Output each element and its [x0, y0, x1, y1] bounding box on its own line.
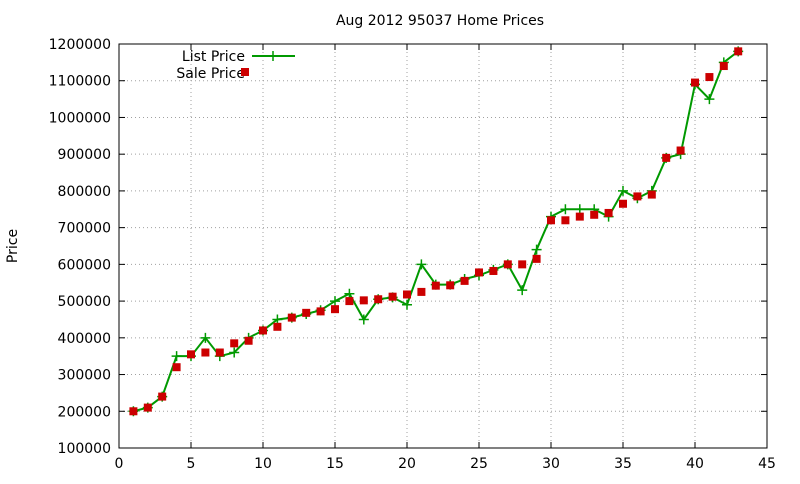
y-tick-label: 900000 [58, 147, 111, 163]
x-tick-label: 35 [614, 456, 632, 472]
sale-price-point [388, 292, 397, 301]
plot-frame [118, 43, 768, 449]
sale-price-point [158, 392, 167, 401]
sale-price-point [230, 339, 239, 348]
x-tick-label: 40 [686, 456, 704, 472]
sale-price-point [489, 266, 498, 275]
list-price-point [171, 351, 182, 362]
y-tick-label: 100000 [58, 441, 111, 457]
list-price-point [200, 332, 211, 343]
list-price-point [402, 299, 412, 310]
x-tick-label: 5 [187, 456, 196, 472]
x-tick-label: 15 [326, 456, 344, 472]
sale-price-point [259, 326, 267, 335]
sale-price-point [647, 190, 656, 199]
list-price-point [330, 296, 340, 307]
x-tick-label: 20 [398, 456, 416, 472]
list-price-point [560, 204, 571, 215]
sale-price-point [662, 153, 671, 162]
y-tick-label: 1200000 [49, 37, 111, 53]
legend-marker-sale-price [241, 68, 249, 76]
y-axis-label: Price [5, 229, 21, 263]
x-tick-label: 45 [758, 456, 776, 472]
sale-price-point [273, 322, 282, 331]
sale-price-point [676, 146, 685, 155]
sale-price-point [619, 199, 627, 208]
y-tick-label: 400000 [58, 331, 111, 347]
sale-price-point [316, 307, 325, 316]
list-price-point [704, 94, 715, 105]
y-tick-label: 300000 [58, 368, 111, 384]
sale-price-point [460, 276, 469, 285]
sale-price-point [734, 47, 743, 56]
sale-price-point [244, 336, 253, 345]
sale-price-point [403, 290, 411, 299]
sale-price-point [518, 260, 527, 269]
list-price-point [272, 314, 283, 325]
sale-price-point [302, 308, 311, 317]
chart-title: Aug 2012 95037 Home Prices [336, 13, 544, 29]
sale-price-point [201, 348, 210, 357]
sale-price-point [345, 297, 354, 306]
sale-price-point [604, 208, 613, 217]
grid [119, 44, 767, 448]
sale-price-point [129, 407, 138, 416]
y-tick-labels: 100000 200000 300000 400000 500000 600000 7000… [49, 37, 111, 457]
sale-price-point [475, 268, 483, 277]
x-tick-label: 30 [542, 456, 560, 472]
y-tick-label: 500000 [58, 294, 111, 310]
y-tick-label: 600000 [58, 257, 111, 273]
x-tick-labels: 0 5 10 15 20 25 30 35 40 45 [115, 456, 776, 472]
sale-price-point [417, 287, 426, 296]
sale-price-point [633, 192, 642, 201]
sale-price-point [331, 305, 339, 314]
y-tick-label: 1000000 [49, 110, 111, 126]
list-price-point [229, 347, 240, 358]
y-tick-label: 1100000 [49, 74, 111, 90]
list-price-point [416, 259, 427, 270]
legend: List Price Sale Price [176, 49, 295, 82]
sale-price-point [561, 216, 570, 225]
legend-label-list-price: List Price [182, 49, 245, 65]
y-tick-label: 200000 [58, 404, 111, 420]
sale-price-point [446, 281, 455, 290]
sale-price-point [431, 281, 440, 290]
sale-price-point [532, 254, 541, 263]
x-tick-label: 0 [115, 456, 124, 472]
y-tick-label: 700000 [58, 221, 111, 237]
x-tick-label: 25 [470, 456, 488, 472]
sale-price-point [575, 212, 584, 221]
list-price-point [531, 244, 542, 255]
sale-price-point [547, 216, 555, 225]
sale-price-point [590, 210, 599, 219]
sale-price-point [172, 363, 181, 372]
legend-marker-list-price [268, 51, 278, 61]
series-line-list-price [133, 50, 739, 413]
y-tick-label: 800000 [58, 184, 111, 200]
sale-price-point [705, 73, 714, 82]
ticks [118, 43, 768, 449]
list-price-point [517, 285, 528, 296]
sale-price-point [374, 295, 383, 304]
x-tick-label: 10 [254, 456, 272, 472]
sale-price-point [503, 260, 512, 269]
list-price-point [574, 204, 585, 215]
sale-price-point [187, 350, 195, 359]
legend-label-sale-price: Sale Price [176, 66, 245, 82]
series [128, 46, 744, 417]
list-price-point [358, 314, 369, 325]
sale-price-point [719, 62, 728, 71]
sale-price-point [287, 313, 296, 322]
sale-price-point [215, 348, 224, 357]
sale-price-point [359, 296, 368, 305]
sale-price-point [691, 78, 699, 87]
list-price-point [618, 185, 628, 196]
sale-price-point [143, 403, 152, 412]
list-price-point [344, 288, 355, 299]
